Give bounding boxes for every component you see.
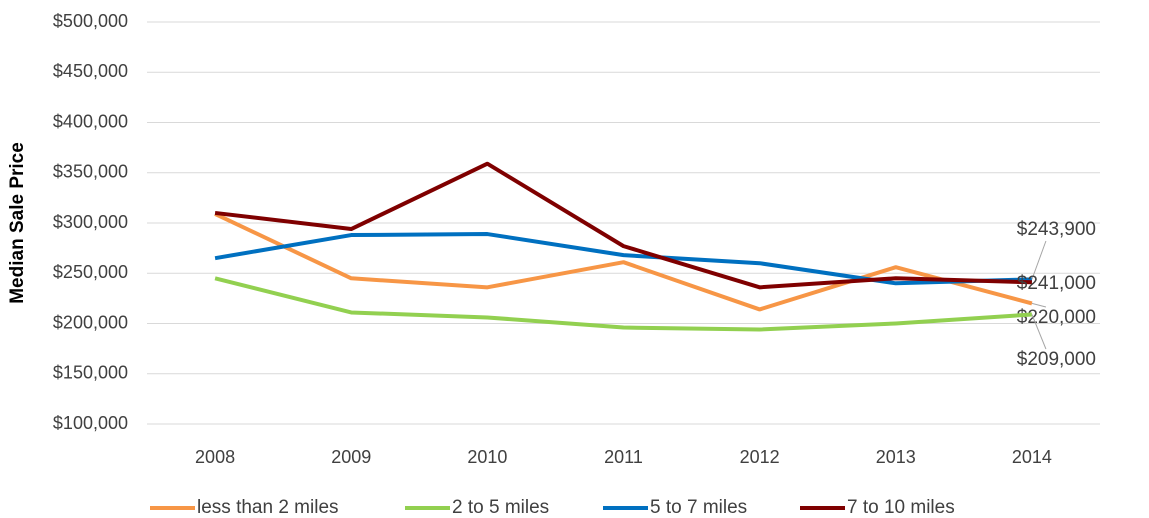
x-tick-label: 2011	[604, 447, 643, 467]
leader-line	[1031, 240, 1047, 280]
y-tick-label: $300,000	[53, 212, 128, 232]
y-tick-label: $500,000	[53, 11, 128, 31]
y-tick-label: $350,000	[53, 162, 128, 182]
legend-label: 5 to 7 miles	[650, 497, 747, 518]
y-tick-label: $400,000	[53, 111, 128, 131]
series-line	[214, 212, 1033, 312]
data-label: $220,000	[1017, 307, 1096, 328]
x-tick-label: 2009	[331, 447, 371, 467]
legend-label: less than 2 miles	[197, 497, 339, 518]
x-tick-label: 2012	[740, 447, 780, 467]
y-axis-label: Median Sale Price	[7, 142, 28, 304]
x-tick-label: 2010	[467, 447, 507, 467]
leader-line	[1031, 314, 1047, 350]
series-line	[214, 232, 1032, 286]
data-label: $241,000	[1017, 273, 1096, 294]
series-line	[214, 161, 1032, 290]
y-tick-label: $200,000	[53, 312, 128, 332]
y-tick-label: $250,000	[53, 262, 128, 282]
data-label: $209,000	[1017, 349, 1096, 370]
x-tick-label: 2014	[1012, 447, 1052, 467]
leader-line	[1031, 302, 1047, 308]
x-tick-label: 2013	[876, 447, 916, 467]
x-tick-label: 2008	[195, 447, 235, 467]
data-label: $243,900	[1017, 219, 1096, 240]
y-tick-label: $450,000	[53, 61, 128, 81]
y-tick-label: $150,000	[53, 363, 128, 383]
legend-label: 7 to 10 miles	[847, 497, 955, 518]
series-line	[214, 276, 1033, 332]
legend-label: 2 to 5 miles	[452, 497, 549, 518]
y-tick-label: $100,000	[53, 413, 128, 433]
